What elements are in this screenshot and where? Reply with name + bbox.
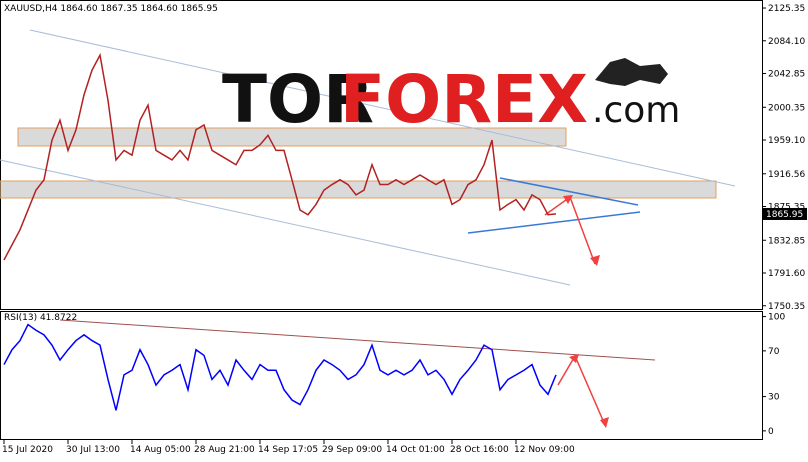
y-tick-label: 2042.85 — [768, 70, 805, 80]
rsi-trend-line — [59, 319, 656, 361]
last-price-label: 1865.95 — [766, 210, 803, 220]
x-tick-label: 14 Oct 01:00 — [386, 445, 445, 455]
arrow-head — [569, 354, 609, 428]
y-tick-label: 2125.35 — [768, 4, 805, 14]
watermark-com: .com — [592, 90, 680, 131]
y-tick-label: 1832.85 — [768, 236, 805, 246]
y-tick-label: 0 — [768, 427, 774, 437]
x-tick-label: 28 Oct 16:00 — [450, 445, 509, 455]
price-panel — [0, 0, 763, 310]
x-tick-label: 30 Jul 13:00 — [66, 445, 120, 455]
x-tick-label: 28 Aug 21:00 — [194, 445, 255, 455]
x-tick-label: 14 Aug 05:00 — [130, 445, 191, 455]
wedge-line — [499, 177, 639, 206]
rsi-panel — [0, 311, 763, 440]
y-tick-label: 100 — [768, 313, 785, 323]
x-tick-label: 15 Jul 2020 — [2, 445, 53, 455]
y-tick-label: 1875.35 — [768, 203, 805, 213]
channel-line — [0, 159, 571, 286]
wedge-line — [467, 211, 641, 234]
symbol-title: XAUUSD,H4 1864.60 1867.35 1864.60 1865.9… — [4, 4, 218, 14]
watermark-forex: FOREX — [340, 61, 588, 138]
y-tick-label: 70 — [768, 347, 780, 357]
y-tick-label: 1791.60 — [768, 269, 805, 279]
x-tick-label: 12 Nov 09:00 — [514, 445, 575, 455]
y-tick-label: 1916.56 — [768, 170, 805, 180]
x-tick-label: 14 Sep 17:05 — [258, 445, 318, 455]
series-line — [3, 323, 557, 411]
y-tick-label: 2084.10 — [768, 37, 805, 47]
rsi-title: RSI(13) 41.8722 — [4, 313, 77, 323]
y-tick-label: 1959.10 — [768, 136, 805, 146]
channel-line — [29, 29, 736, 187]
y-tick-label: 30 — [768, 393, 780, 403]
y-tick-label: 1750.35 — [768, 302, 805, 312]
watermark-tor: TOR — [222, 61, 374, 138]
x-tick-label: 29 Sep 09:00 — [322, 445, 382, 455]
last-price-box — [763, 207, 807, 220]
watermark-bull — [595, 58, 668, 86]
arrow-head — [563, 195, 600, 266]
y-tick-label: 2000.35 — [768, 103, 805, 113]
series-line — [3, 52, 557, 261]
